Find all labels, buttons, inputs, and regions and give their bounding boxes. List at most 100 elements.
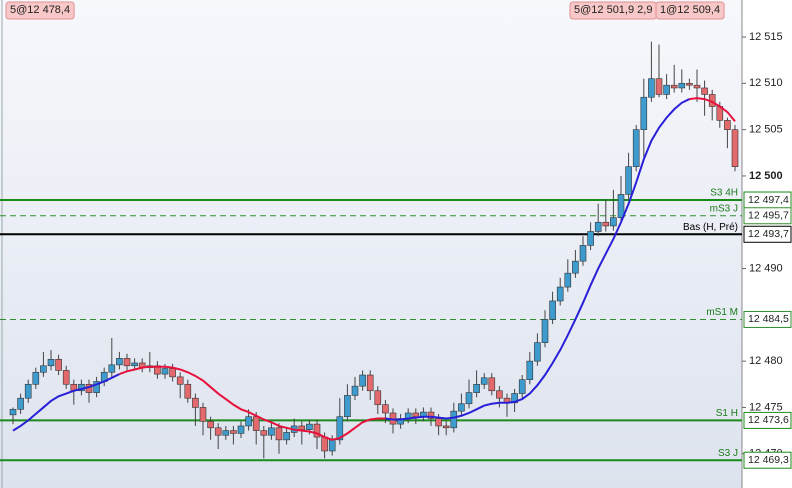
candle-body [610, 217, 617, 227]
candle-body [366, 374, 374, 392]
candle-body [496, 390, 503, 399]
candle-body [648, 78, 655, 98]
candle-body [47, 358, 55, 367]
price-tag-box [655, 1, 725, 20]
candle-body [663, 84, 670, 95]
y-tick-label: 12 480 [749, 355, 783, 367]
candle-body [480, 377, 488, 385]
level-value: 12 497,4 [748, 194, 789, 206]
candle-body [556, 286, 564, 302]
candle-body [678, 83, 686, 89]
candle-body [108, 364, 116, 373]
candle-body [32, 371, 40, 385]
level-value: 12 495,7 [748, 210, 789, 222]
level-value: 12 484,5 [748, 313, 789, 325]
level-label: Bas (H, Pré) [683, 222, 738, 233]
candle-body [344, 395, 351, 417]
level-value-box [743, 411, 792, 429]
candle-body [655, 78, 663, 95]
level-value-box [743, 310, 792, 328]
candle-body [237, 425, 245, 434]
candle-body [336, 416, 344, 441]
candle-body [24, 383, 32, 399]
candle-body [518, 379, 526, 394]
candle-body [40, 365, 47, 373]
price-tag: 5@12 478,4 [10, 4, 70, 16]
level-value: 12 473,6 [748, 414, 789, 426]
candle-body [374, 390, 382, 405]
candle-body [435, 418, 442, 427]
candle-body [526, 360, 534, 380]
level-label: mS1 M [706, 307, 738, 318]
candle-body [640, 96, 648, 130]
plot-area [0, 0, 742, 488]
candle-body [587, 231, 594, 246]
candle-body [161, 368, 169, 375]
candle-body [131, 362, 138, 367]
axis-area [742, 0, 792, 488]
candle-body [230, 430, 237, 434]
y-tick-label: 12 500 [749, 170, 783, 182]
level-label: S3 4H [710, 188, 738, 199]
candle-body [488, 377, 496, 392]
candle-body [541, 319, 549, 343]
y-tick-label: 12 475 [749, 401, 783, 413]
candle-body [17, 397, 24, 410]
candle-body [693, 84, 701, 89]
candle-body [594, 221, 602, 232]
candle-body [549, 300, 556, 320]
candle-body [412, 412, 420, 417]
price-tag: 1@12 509,4 [660, 4, 720, 16]
candle-body [701, 87, 708, 95]
price-tag-box [5, 1, 75, 20]
candle-body [192, 397, 199, 408]
candle-body [579, 245, 587, 262]
level-value-box [743, 207, 792, 225]
candle-body [9, 408, 17, 416]
candle-body [321, 436, 328, 452]
candle-body [670, 84, 678, 89]
candle-body [199, 407, 207, 422]
candle-body [298, 425, 306, 430]
candle-body [602, 221, 610, 227]
candle-body [617, 194, 625, 218]
candle-body [176, 376, 184, 385]
candle-body [442, 425, 450, 429]
candle-body [465, 392, 473, 405]
price-tag: 5@12 501,9 2,9 [574, 4, 652, 16]
candle-body [328, 439, 336, 452]
candle-body [564, 272, 572, 288]
candle-body [724, 120, 731, 130]
candle-body [252, 416, 260, 431]
candle-body [632, 129, 640, 167]
level-value-box [743, 451, 792, 469]
candle-body [62, 370, 70, 385]
y-tick-label: 12 490 [749, 262, 783, 274]
candle-body [306, 423, 313, 430]
level-value: 12 469,3 [748, 454, 789, 466]
candle-body [214, 427, 222, 436]
candle-body [450, 410, 458, 429]
candle-body [123, 358, 131, 367]
candle-body [207, 421, 214, 429]
candle-body [458, 403, 465, 412]
candle-body [260, 430, 268, 436]
candle-body [359, 374, 366, 387]
candle-body [245, 416, 252, 427]
candle-body [313, 423, 321, 438]
y-tick-label: 12 505 [749, 124, 783, 136]
candle-body [116, 358, 123, 366]
level-label: S1 H [716, 408, 738, 419]
candle-body [382, 404, 389, 414]
level-label: mS3 J [710, 203, 738, 214]
candle-body [184, 383, 192, 399]
level-value: 12 493,7 [748, 228, 789, 240]
candle-body [268, 427, 275, 436]
candle-body [169, 368, 176, 378]
candle-body [686, 83, 693, 86]
candle-body [534, 342, 541, 362]
candle-body [275, 427, 283, 441]
candle-body [625, 166, 632, 195]
level-value-box [743, 225, 792, 243]
